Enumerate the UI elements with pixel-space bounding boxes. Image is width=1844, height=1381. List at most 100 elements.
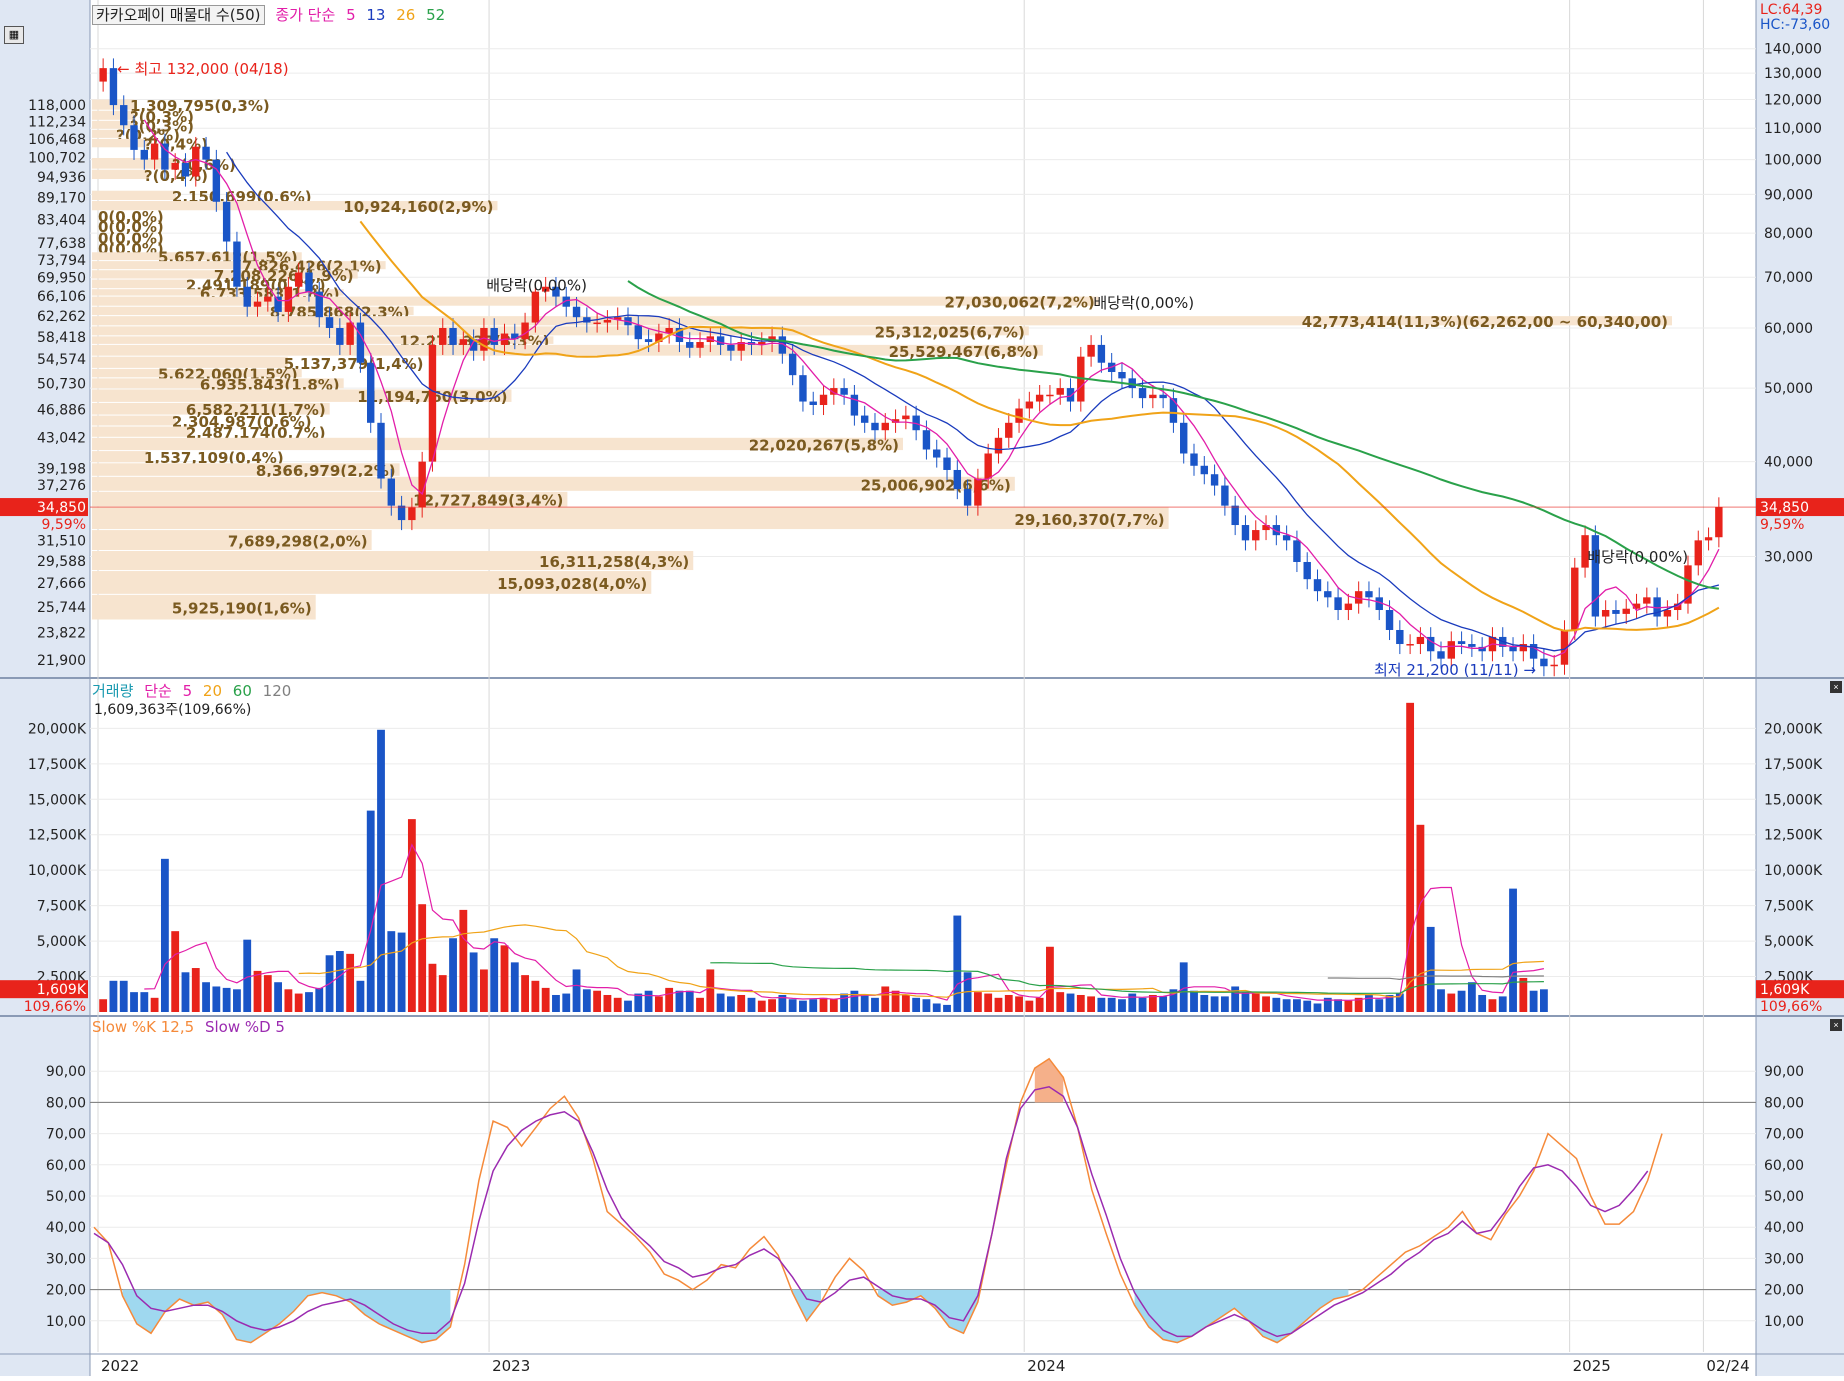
volume-profile-label: 6,935,843(1,8%) (200, 376, 340, 394)
candle-body (840, 388, 848, 395)
volume-bar (1519, 977, 1528, 1012)
volume-bar (829, 999, 838, 1012)
candle-body (459, 339, 468, 345)
price-title[interactable]: 카카오페이 매물대 수(50) (92, 5, 265, 25)
candle-body (171, 162, 179, 170)
price-right-tick-label: 80,000 (1764, 226, 1813, 242)
stoch-k-label[interactable]: Slow %K 12,5 (92, 1018, 195, 1036)
volume-bar (582, 989, 591, 1012)
volume-profile-bar (92, 129, 120, 138)
stoch-d-label[interactable]: Slow %D 5 (204, 1018, 285, 1036)
volume-bar (510, 962, 519, 1012)
volume-bar (654, 996, 663, 1012)
volume-profile-label: ?(0,4%) (144, 136, 208, 154)
vol-ma-label[interactable]: 단순 (144, 682, 172, 700)
volume-bar (346, 953, 355, 1012)
volume-bar (624, 1000, 632, 1012)
candle-body (1015, 408, 1023, 423)
current-volume-label: 1,609K (1760, 982, 1810, 998)
ma13-label: 13 (366, 6, 386, 24)
candle-body (1509, 646, 1517, 652)
stoch-right-tick-label: 70,00 (1764, 1127, 1804, 1143)
vol-ma60-label: 60 (232, 682, 252, 700)
volume-bar (552, 994, 560, 1012)
price-right-tick-label: 30,000 (1764, 549, 1813, 565)
volume-bar (541, 987, 550, 1012)
volume-bar (1025, 1000, 1034, 1012)
price-left-tick-label: 62,262 (37, 309, 86, 325)
candle-body (511, 333, 519, 340)
price-left-tick-label: 50,730 (37, 376, 86, 392)
price-right-tick-label: 50,000 (1764, 381, 1813, 397)
grid-icon[interactable]: ▦ (4, 26, 24, 44)
candle-body (737, 342, 745, 351)
candle-body (397, 505, 406, 521)
candle-body (1190, 453, 1198, 466)
close-icon[interactable]: × (1830, 1019, 1842, 1031)
candle-body (212, 159, 221, 202)
ma-label[interactable]: 종가 단순 (275, 6, 336, 24)
volume-profile-bar (92, 120, 134, 129)
close-icon[interactable]: × (1830, 681, 1842, 693)
candle-body (1180, 422, 1188, 454)
volume-profile-label: 25,529,467(6,8%) (889, 343, 1039, 361)
candle-body (1097, 344, 1106, 363)
volume-bar (1251, 993, 1260, 1012)
volume-bar (768, 999, 776, 1012)
candle-body (809, 401, 817, 405)
volume-left-tick-label: 10,000K (28, 863, 87, 879)
price-left-tick-label: 77,638 (37, 236, 86, 252)
price-left-tick-label: 37,276 (37, 478, 86, 494)
volume-ma120-line (1327, 975, 1544, 981)
candle-body (1375, 597, 1383, 611)
volume-bar (665, 987, 674, 1012)
stoch-right-tick-label: 90,00 (1764, 1064, 1804, 1080)
oversold-zone (878, 1289, 978, 1334)
price-right-tick-label: 140,000 (1764, 42, 1822, 58)
volume-bar (294, 993, 303, 1012)
candle-body (1406, 644, 1414, 646)
volume-profile-label: 0(0,0%) (98, 208, 164, 226)
candle-body (778, 336, 787, 354)
candle-body (984, 453, 992, 479)
volume-profile-label: 10,924,160(2,9%) (343, 198, 493, 216)
volume-profile-label: 16,311,258(4,3%) (539, 553, 689, 571)
volume-bar (1272, 997, 1281, 1012)
volume-title[interactable]: 거래량 (92, 682, 134, 700)
volume-bar (1529, 990, 1538, 1012)
volume-profile-bar (92, 344, 1043, 356)
volume-bar (1262, 996, 1270, 1012)
volume-bar (1334, 999, 1342, 1012)
candle-body (1210, 474, 1219, 486)
volume-bar (1447, 993, 1456, 1012)
volume-bar (1437, 989, 1445, 1012)
volume-bar (480, 969, 488, 1012)
volume-bar (1344, 1000, 1353, 1012)
volume-bar (953, 915, 962, 1012)
candle-body (1385, 610, 1394, 630)
candle-body (1118, 372, 1126, 379)
volume-bar (1087, 996, 1096, 1012)
price-right-tick-label: 90,000 (1764, 187, 1813, 203)
price-left-tick-label: 100,702 (28, 150, 86, 166)
candle-body (1540, 658, 1548, 667)
volume-profile-bar (92, 296, 1099, 306)
candle-body (788, 353, 797, 376)
candle-body (202, 146, 210, 160)
volume-right-tick-label: 10,000K (1764, 863, 1823, 879)
volume-bar (1148, 994, 1157, 1012)
volume-bar (1004, 994, 1013, 1012)
volume-profile-bar (92, 169, 148, 180)
volume-profile-bar (92, 190, 176, 201)
current-volume-badge (0, 980, 88, 999)
candle-body (716, 336, 725, 345)
candle-body (1313, 579, 1322, 592)
dividend-note: 배당락(0,00%) (1093, 294, 1194, 312)
candle-body (696, 342, 704, 348)
candle-body (1262, 525, 1270, 531)
volume-bar (1046, 946, 1054, 1012)
volume-left-tick-label: 5,000K (37, 934, 87, 950)
x-tick-label: 2023 (492, 1357, 530, 1375)
volume-profile-label: 0(0,0%) (98, 229, 164, 247)
